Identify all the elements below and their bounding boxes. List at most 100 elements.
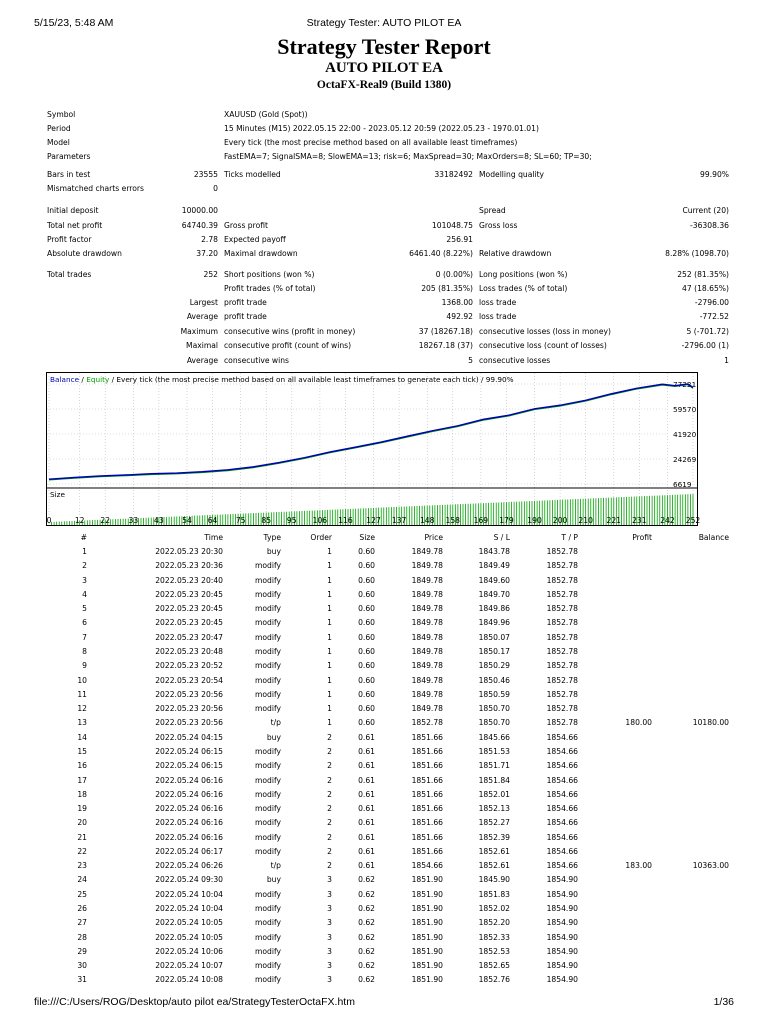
rel-drawdown-label: Relative drawdown: [479, 249, 552, 258]
table-cell-number: 18: [77, 789, 87, 799]
average-cons-label: Average: [186, 356, 218, 365]
table-cell-order: 1: [327, 618, 332, 628]
table-cell-type: modify: [254, 775, 281, 785]
table-cell-order: 2: [327, 832, 332, 842]
x-tick-label: 127: [366, 516, 381, 525]
table-cell-number: 24: [77, 875, 87, 885]
table-cell-type: modify: [254, 561, 281, 571]
table-cell-time: 2022.05.23 20:54: [155, 675, 223, 685]
table-cell-size: 0.60: [358, 575, 375, 585]
table-cell-size: 0.61: [358, 846, 375, 856]
table-cell-balance: 10363.00: [692, 861, 729, 871]
largest-profit-value: 1368.00: [441, 298, 473, 307]
table-cell-time: 2022.05.24 10:04: [155, 904, 223, 913]
table-cell-size: 0.61: [358, 804, 375, 813]
table-cell-order: 2: [327, 746, 332, 756]
table-cell-order: 3: [327, 961, 332, 971]
legend-description: / Every tick (the most precise method ba…: [109, 375, 513, 384]
table-cell-tp: 1852.78: [546, 704, 578, 714]
table-cell-sl: 1851.84: [478, 775, 510, 785]
table-cell-price: 1851.66: [411, 732, 443, 742]
table-cell-order: 2: [327, 861, 332, 871]
table-cell-sl: 1851.71: [478, 761, 510, 771]
table-cell-number: 22: [77, 846, 87, 856]
average-label: Average: [186, 312, 218, 321]
table-cell-order: 1: [327, 547, 332, 556]
header-col-number: #: [80, 533, 87, 542]
cons-profit-count-label: consecutive profit (count of wins): [224, 341, 352, 350]
table-cell-tp: 1854.90: [546, 946, 578, 956]
loss-trades-value: 47 (18.65%): [682, 284, 729, 293]
table-cell-number: 28: [77, 932, 87, 942]
table-cell-size: 0.62: [358, 889, 375, 899]
x-tick-label: 158: [445, 516, 461, 525]
table-cell-price: 1851.66: [411, 746, 443, 756]
deposit-value: 10000.00: [181, 206, 218, 215]
table-cell-number: 12: [77, 704, 87, 714]
table-cell-type: modify: [254, 846, 281, 856]
table-cell-tp: 1854.90: [546, 889, 578, 899]
table-cell-order: 3: [327, 904, 332, 913]
header-col-price: Price: [424, 533, 443, 542]
table-cell-number: 9: [82, 661, 87, 671]
table-cell-time: 2022.05.23 20:45: [155, 604, 223, 614]
table-cell-time: 2022.05.24 10:07: [155, 961, 223, 971]
table-cell-price: 1851.90: [411, 918, 443, 928]
table-cell-type: modify: [254, 789, 281, 799]
abs-drawdown-value: 37.20: [196, 249, 218, 258]
table-cell-price: 1851.66: [411, 846, 443, 856]
table-cell-tp: 1852.78: [546, 575, 578, 585]
table-cell-tp: 1854.66: [546, 818, 578, 828]
table-cell-time: 2022.05.23 20:47: [155, 632, 223, 642]
total-trades-value: 252: [203, 270, 219, 279]
table-cell-price: 1849.78: [411, 689, 443, 699]
table-cell-time: 2022.05.23 20:56: [155, 718, 223, 728]
table-cell-size: 0.60: [358, 704, 375, 714]
x-tick-label: 200: [552, 516, 568, 525]
table-cell-type: modify: [254, 618, 281, 628]
table-cell-time: 2022.05.24 10:05: [155, 932, 223, 942]
average-loss-label: loss trade: [479, 312, 517, 321]
quality-label: Modelling quality: [479, 170, 545, 179]
x-tick-label: 231: [632, 516, 647, 525]
table-cell-size: 0.61: [358, 861, 375, 871]
table-cell-sl: 1850.17: [478, 647, 510, 656]
print-datetime: 5/15/23, 5:48 AM: [34, 17, 114, 29]
table-cell-sl: 1850.70: [478, 718, 510, 728]
cons-wins-money-value: 37 (18267.18): [418, 327, 473, 336]
table-cell-number: 25: [77, 889, 87, 899]
table-cell-order: 3: [327, 889, 332, 899]
table-cell-type: modify: [254, 804, 281, 813]
mismatch-value: 0: [213, 184, 218, 193]
cons-losses-money-value: 5 (-701.72): [686, 327, 729, 336]
table-cell-number: 3: [82, 575, 87, 585]
table-cell-number: 17: [77, 775, 87, 785]
table-cell-type: modify: [254, 589, 281, 599]
table-cell-number: 19: [77, 804, 87, 813]
table-cell-type: modify: [254, 746, 281, 756]
table-cell-type: t/p: [270, 861, 281, 871]
table-cell-type: modify: [254, 932, 281, 942]
table-cell-number: 20: [77, 818, 87, 828]
rel-drawdown-value: 8.28% (1098.70): [665, 249, 729, 258]
largest-profit-label: profit trade: [224, 298, 267, 307]
table-cell-order: 3: [327, 918, 332, 928]
table-cell-price: 1851.90: [411, 932, 443, 942]
table-cell-number: 5: [82, 604, 87, 614]
table-cell-order: 3: [327, 932, 332, 942]
maximum-label: Maximum: [180, 327, 218, 336]
table-cell-type: modify: [254, 946, 281, 956]
x-tick-label: 43: [154, 516, 164, 525]
balance-chart: Balance / Equity / Every tick (the most …: [46, 372, 698, 526]
table-cell-sl: 1852.01: [478, 789, 510, 799]
table-cell-price: 1854.66: [411, 861, 443, 871]
x-tick-label: 210: [578, 516, 593, 525]
table-cell-order: 1: [327, 647, 332, 656]
table-cell-size: 0.60: [358, 604, 375, 614]
print-file-path: file:///C:/Users/ROG/Desktop/auto pilot …: [34, 996, 355, 1008]
table-cell-tp: 1852.78: [546, 632, 578, 642]
gross-loss-label: Gross loss: [479, 221, 518, 230]
x-tick-label: 33: [128, 516, 139, 525]
table-cell-price: 1849.78: [411, 575, 443, 585]
table-cell-size: 0.61: [358, 746, 375, 756]
